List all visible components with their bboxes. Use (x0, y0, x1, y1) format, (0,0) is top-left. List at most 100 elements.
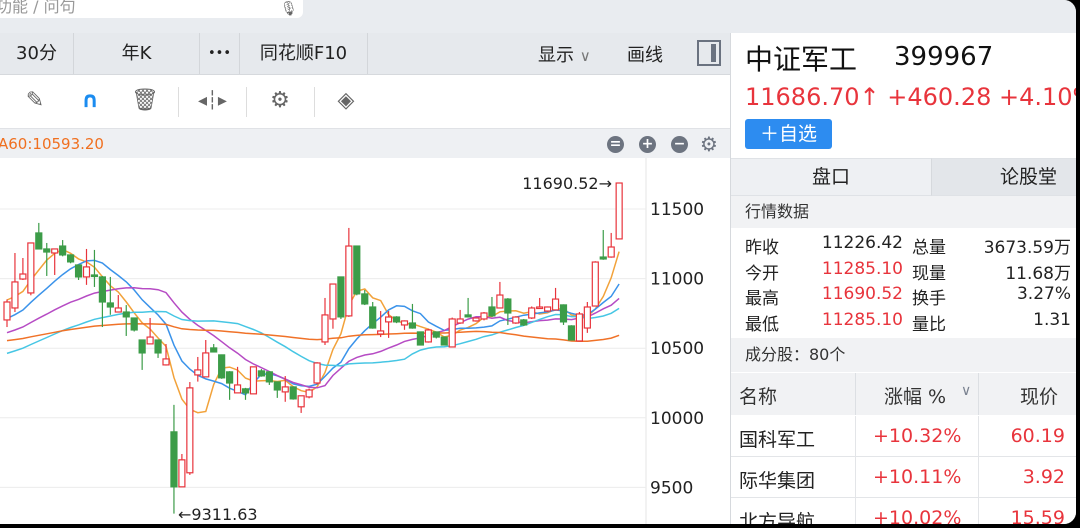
drawing-toolbar: ✎ ∩ 🗑 ◂┆▸ ⚙ ◈ (0, 75, 730, 128)
divider (246, 87, 247, 117)
col-change[interactable]: 涨幅 % (884, 386, 947, 408)
candle-body (202, 352, 210, 378)
trash-icon[interactable]: 🗑 (131, 88, 159, 113)
candle-body (3, 301, 11, 321)
candle-body (130, 317, 138, 331)
col-name[interactable]: 名称 (739, 386, 778, 408)
constituent-change: +10.02% (873, 507, 962, 524)
constituent-name: 际华集团 (739, 470, 816, 492)
chart-settings-icon[interactable]: ⚙ (700, 132, 718, 156)
candle-body (82, 266, 91, 278)
sort-chevron-icon[interactable]: ∨ (961, 383, 972, 399)
quote-value: 11285.10 (821, 309, 903, 330)
candle-body (74, 264, 83, 278)
settings-icon[interactable]: ⚙ (270, 88, 290, 113)
candle-body (567, 325, 576, 341)
price-change-pct: +4.10% (999, 83, 1076, 111)
candle-body (464, 314, 472, 318)
candle-body (273, 381, 281, 391)
stretch-icon[interactable]: ◂┆▸ (198, 90, 227, 111)
quote-label: 总量 (912, 238, 946, 258)
candle-body (178, 459, 186, 488)
candle-body (98, 276, 107, 303)
candle-body (345, 245, 353, 317)
candle-body (385, 316, 393, 323)
candle-body (218, 354, 226, 379)
candle-body (59, 245, 67, 256)
candle-body (559, 304, 568, 323)
draw-line-button[interactable]: 画线 (627, 45, 663, 66)
divider (978, 498, 979, 524)
display-dropdown[interactable]: 显示 ∨ (538, 41, 591, 67)
layers-icon[interactable]: ◈ (337, 88, 355, 113)
candle-body (440, 336, 448, 346)
candle-body (496, 294, 504, 309)
kline-chart[interactable]: 11500 11000 10500 10000 9500 11690.52→ ←9311… (0, 158, 730, 524)
y-tick-label: 9500 (650, 478, 693, 498)
candle-body (536, 306, 544, 310)
candle-body (226, 371, 234, 384)
candle-body (249, 366, 258, 395)
more-tabs-button[interactable]: ••• (200, 33, 240, 74)
eraser-icon[interactable]: ✎ (25, 88, 45, 113)
divider (978, 457, 979, 498)
constituent-row[interactable]: 际华集团 +10.11% 3.92 (731, 457, 1076, 498)
candle-body (369, 306, 377, 329)
candle-body (337, 276, 345, 318)
candle-body (138, 339, 146, 354)
candle-body (313, 362, 321, 384)
quote-row: 最高 11690.52 换手 3.27% (731, 282, 1076, 309)
current-price: 11686.70↑ (745, 83, 880, 111)
stock-name: 中证军工 (745, 43, 858, 76)
zoom-out-icon[interactable]: − (671, 136, 688, 153)
candle-body (27, 242, 35, 294)
price-change: +460.28 (887, 83, 992, 111)
candle-body (66, 254, 75, 263)
collapse-icon[interactable]: = (607, 136, 624, 153)
magnet-icon[interactable]: ∩ (81, 88, 99, 113)
candle-body (210, 347, 218, 353)
constituent-price: 15.59 (1010, 507, 1065, 524)
constituent-change: +10.32% (873, 425, 962, 447)
divider (855, 498, 856, 524)
candle-body (448, 318, 456, 348)
candle-body (607, 246, 615, 258)
constituents-count: 成分股：80个 (731, 338, 1076, 372)
candle-body (472, 317, 480, 322)
candle-body (520, 319, 528, 326)
display-label: 显示 (538, 45, 574, 66)
microphone-icon[interactable]: 🎙 (280, 1, 298, 17)
high-annotation: 11690.52→ (522, 174, 612, 193)
constituent-row[interactable]: 国科军工 +10.32% 60.19 (731, 416, 1076, 457)
tab-30min[interactable]: 30分 (0, 33, 74, 74)
ma30-line (6, 307, 620, 367)
low-annotation: ←9311.63 (178, 505, 258, 524)
candle-body (35, 232, 43, 250)
tab-f10[interactable]: 同花顺F10 (240, 33, 368, 74)
candle-body (289, 386, 297, 400)
quote-label: 现量 (912, 263, 946, 284)
panel-toggle-icon[interactable] (697, 40, 721, 66)
divider (855, 416, 856, 457)
tab-order-book[interactable]: 盘口 (731, 158, 931, 196)
search-input[interactable]: 功能 / 问句 🎙 (0, 0, 303, 18)
candle-body (305, 389, 313, 398)
quote-value: 3.27% (1016, 284, 1071, 304)
ma5-line (6, 248, 620, 414)
col-price[interactable]: 现价 (1020, 386, 1059, 408)
candle-body (599, 256, 607, 260)
candle-body (19, 273, 27, 280)
tab-year-k[interactable]: 年K (74, 33, 200, 74)
add-watchlist-button[interactable]: ＋自选 (745, 119, 832, 149)
candle-body (257, 370, 265, 377)
candle-body (241, 388, 250, 394)
candle-body (170, 431, 178, 488)
stock-code: 399967 (894, 42, 994, 72)
quote-label: 最高 (745, 289, 779, 309)
candle-body (11, 281, 19, 309)
y-tick-label: 11500 (650, 200, 704, 220)
tab-forum[interactable]: 论股堂 (931, 158, 1076, 196)
candle-body (90, 274, 99, 278)
zoom-in-icon[interactable]: + (639, 136, 656, 153)
constituent-row[interactable]: 北方导航 +10.02% 15.59 (731, 498, 1076, 524)
